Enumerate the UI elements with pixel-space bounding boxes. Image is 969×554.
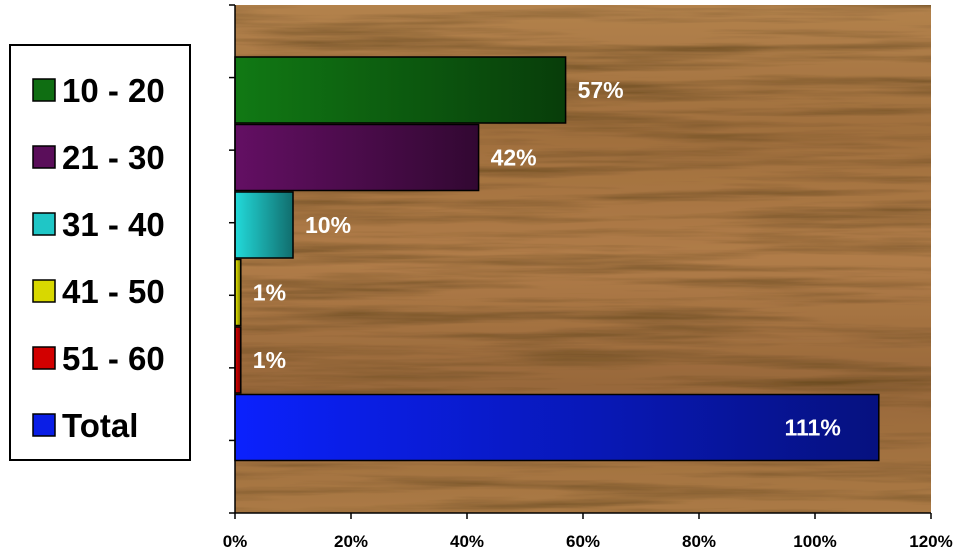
legend-swatch-3	[32, 279, 56, 303]
x-tick-label-2: 40%	[450, 532, 484, 551]
x-tick-label-4: 80%	[682, 532, 716, 551]
bar-label-3: 1%	[253, 280, 286, 306]
legend: 10 - 20 21 - 30 31 - 40 41 - 50 51 - 60 Total	[9, 44, 191, 461]
legend-label-5: Total	[62, 407, 138, 444]
bar-label-4: 1%	[253, 347, 286, 373]
legend-label-0: 10 - 20	[62, 72, 165, 109]
bar-labels-group: 57% 42% 10% 1% 1% 111%	[253, 77, 841, 441]
bar-label-1: 42%	[491, 145, 537, 171]
bar-3	[234, 258, 242, 327]
y-ticks-group	[229, 4, 235, 514]
legend-label-3: 41 - 50	[62, 273, 165, 310]
axes: 0% 20% 40% 60% 80% 100% 120%	[223, 4, 953, 551]
bar-label-5: 111%	[785, 415, 841, 441]
legend-swatch-5	[32, 413, 56, 437]
legend-swatch-4	[32, 346, 56, 370]
bar-5	[234, 393, 880, 462]
legend-swatch-0	[32, 78, 56, 102]
legend-label-1: 21 - 30	[62, 139, 165, 176]
x-tick-label-0: 0%	[223, 532, 248, 551]
bar-0	[234, 56, 567, 124]
x-tick-label-5: 100%	[793, 532, 836, 551]
legend-box	[9, 44, 191, 461]
bar-4	[234, 326, 242, 394]
legend-items-group: 10 - 20 21 - 30 31 - 40 41 - 50 51 - 60 Total	[32, 72, 165, 444]
x-tick-label-3: 60%	[566, 532, 600, 551]
legend-swatch-1	[32, 145, 56, 169]
bar-2	[234, 191, 294, 259]
legend-label-4: 51 - 60	[62, 340, 165, 377]
bar-label-2: 10%	[305, 212, 351, 238]
bar-1	[234, 123, 480, 192]
x-tick-label-6: 120%	[909, 532, 952, 551]
x-ticks-group: 0% 20% 40% 60% 80% 100% 120%	[223, 513, 953, 551]
legend-swatch-2	[32, 212, 56, 236]
bar-label-0: 57%	[578, 77, 624, 103]
bars-group	[234, 56, 880, 462]
x-tick-label-1: 20%	[334, 532, 368, 551]
legend-label-2: 31 - 40	[62, 206, 165, 243]
